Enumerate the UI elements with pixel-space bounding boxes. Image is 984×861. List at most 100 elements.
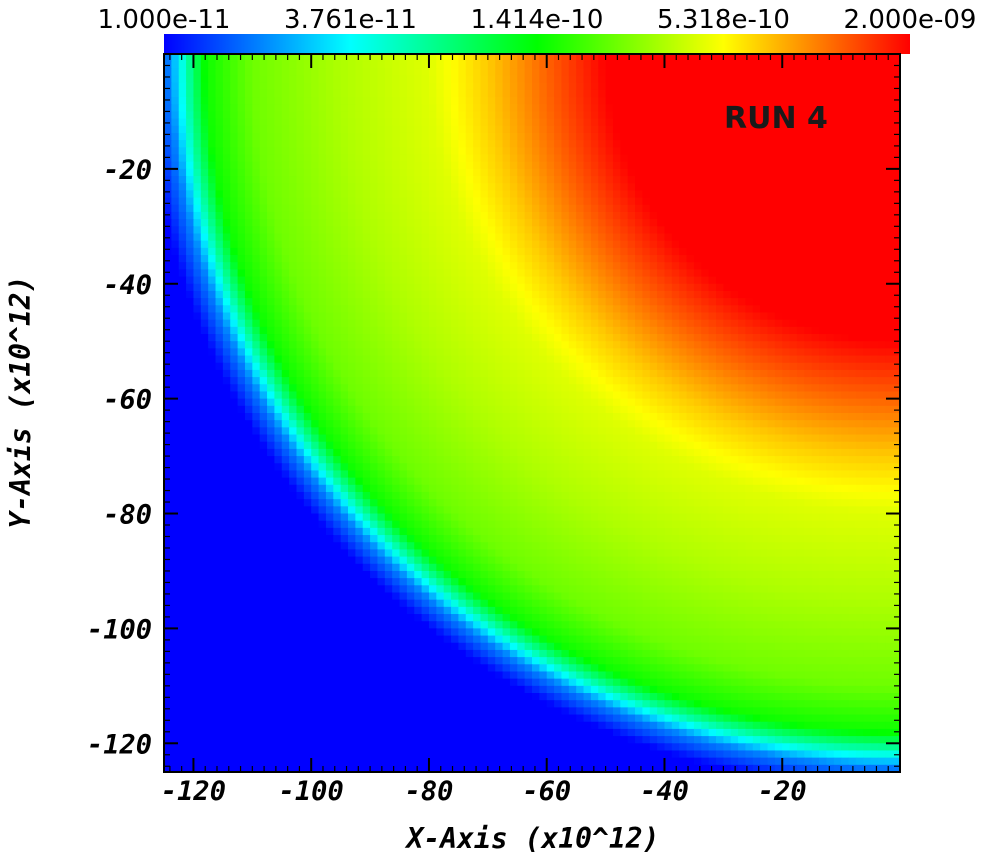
heatmap-cell	[465, 190, 474, 199]
heatmap-cell	[870, 377, 879, 385]
heatmap-cell	[716, 132, 724, 141]
heatmap-cell	[186, 204, 195, 213]
heatmap-cell	[679, 305, 688, 314]
heatmap-cell	[855, 147, 864, 156]
heatmap-cell	[244, 140, 253, 148]
heatmap-cell	[620, 54, 629, 62]
heatmap-cell	[612, 226, 621, 235]
heatmap-cell	[811, 161, 820, 170]
heatmap-cell	[686, 97, 695, 105]
heatmap-cell	[590, 269, 599, 278]
heatmap-cell	[502, 211, 511, 220]
heatmap-cell	[348, 233, 356, 242]
heatmap-cell	[384, 377, 393, 385]
heatmap-cell	[303, 247, 312, 256]
heatmap-cell	[568, 391, 577, 400]
heatmap-cell	[186, 290, 195, 299]
heatmap-cell	[686, 283, 695, 292]
heatmap-cell	[716, 111, 724, 120]
heatmap-cell	[399, 405, 408, 414]
heatmap-cell	[495, 355, 504, 364]
heatmap-cell	[767, 276, 776, 285]
heatmap-cell	[532, 211, 540, 220]
heatmap-cell	[436, 197, 445, 206]
heatmap-cell	[370, 140, 379, 148]
heatmap-cell	[436, 176, 445, 184]
heatmap-cell	[443, 362, 452, 371]
heatmap-cell	[532, 255, 540, 263]
heatmap-cell	[598, 190, 607, 199]
heatmap-cell	[200, 140, 209, 148]
heatmap-cell	[436, 276, 445, 285]
heatmap-cell	[487, 405, 496, 414]
heatmap-cell	[671, 276, 680, 285]
heatmap-cell	[193, 398, 202, 407]
heatmap-cell	[208, 269, 217, 278]
heatmap-cell	[819, 89, 827, 98]
heatmap-cell	[752, 176, 761, 184]
heatmap-cell	[480, 97, 489, 105]
heatmap-cell	[495, 140, 504, 148]
heatmap-cell	[796, 190, 805, 199]
heatmap-cell	[546, 384, 555, 393]
heatmap-cell	[193, 161, 202, 170]
heatmap-cell	[649, 398, 658, 407]
heatmap-cell	[546, 355, 555, 364]
heatmap-cell	[406, 211, 415, 220]
heatmap-cell	[333, 197, 342, 206]
heatmap-cell	[451, 197, 459, 206]
heatmap-cell	[885, 305, 894, 314]
heatmap-cell	[370, 233, 379, 242]
heatmap-cell	[804, 111, 813, 120]
heatmap-cell	[796, 204, 805, 213]
heatmap-cell	[767, 97, 776, 105]
heatmap-cell	[222, 276, 231, 285]
heatmap-cell	[642, 326, 651, 335]
heatmap-cell	[230, 377, 239, 385]
heatmap-cell	[509, 111, 518, 120]
heatmap-cell	[495, 312, 504, 321]
heatmap-cell	[583, 82, 592, 91]
heatmap-cell	[532, 355, 540, 364]
heatmap-cell	[392, 276, 401, 285]
heatmap-cell	[723, 276, 732, 285]
heatmap-cell	[841, 154, 850, 163]
heatmap-cell	[178, 89, 187, 98]
heatmap-cell	[679, 312, 688, 321]
heatmap-cell	[664, 233, 673, 242]
heatmap-cell	[171, 334, 180, 342]
heatmap-cell	[267, 276, 275, 285]
heatmap-cell	[451, 377, 459, 385]
heatmap-cell	[436, 305, 445, 314]
heatmap-cell	[635, 276, 643, 285]
heatmap-cell	[848, 97, 857, 105]
heatmap-cell	[568, 262, 577, 270]
heatmap-cell	[296, 348, 305, 357]
heatmap-cell	[164, 161, 172, 170]
heatmap-cell	[487, 326, 496, 335]
colorbar-tick-label: 2.000e-09	[844, 5, 977, 35]
heatmap-cell	[318, 305, 327, 314]
heatmap-cell	[554, 398, 563, 407]
heatmap-cell	[760, 211, 769, 220]
heatmap-cell	[657, 312, 666, 321]
heatmap-cell	[222, 125, 231, 134]
heatmap-cell	[384, 89, 393, 98]
heatmap-cell	[870, 82, 879, 91]
heatmap-cell	[635, 168, 643, 177]
heatmap-cell	[811, 104, 820, 113]
heatmap-cell	[318, 97, 327, 105]
heatmap-cell	[627, 89, 636, 98]
heatmap-cell	[348, 82, 356, 91]
heatmap-cell	[465, 61, 474, 69]
heatmap-cell	[752, 334, 761, 342]
heatmap-cell	[590, 384, 599, 393]
heatmap-cell	[649, 384, 658, 393]
heatmap-cell	[325, 348, 334, 357]
heatmap-cell	[664, 197, 673, 206]
heatmap-cell	[303, 190, 312, 199]
heatmap-cell	[605, 298, 614, 306]
heatmap-cell	[642, 161, 651, 170]
heatmap-cell	[598, 326, 607, 335]
heatmap-cell	[325, 154, 334, 163]
